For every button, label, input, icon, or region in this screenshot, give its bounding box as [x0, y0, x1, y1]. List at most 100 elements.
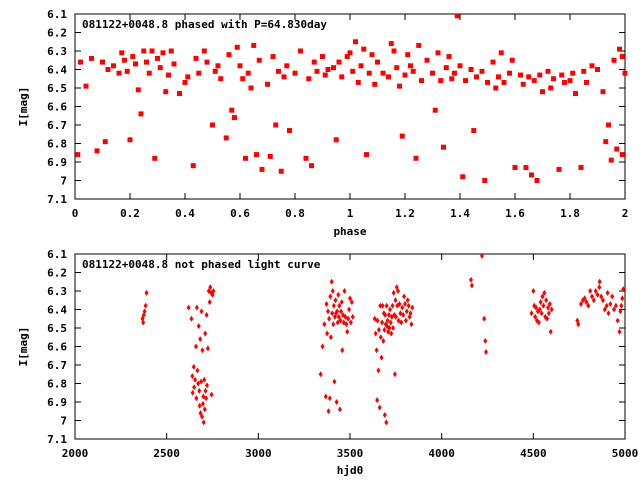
data-point	[604, 302, 609, 309]
y-tick-label: 6.8	[47, 138, 67, 151]
data-point	[141, 48, 147, 54]
data-point	[597, 284, 602, 291]
data-point	[403, 317, 408, 324]
data-point	[348, 319, 353, 326]
data-point	[327, 395, 332, 402]
data-point	[590, 293, 594, 300]
data-point	[339, 299, 344, 306]
data-point	[582, 295, 587, 302]
y-tick-label: 6.9	[47, 156, 67, 169]
data-point	[380, 302, 385, 309]
data-point	[116, 70, 122, 76]
data-point	[376, 326, 381, 333]
data-point	[576, 321, 581, 328]
data-point	[391, 289, 396, 296]
data-point	[380, 70, 386, 76]
data-point	[190, 389, 195, 396]
data-point	[605, 289, 610, 296]
data-points	[140, 252, 626, 426]
data-point	[562, 79, 567, 85]
data-point	[484, 349, 489, 356]
data-point	[89, 55, 94, 61]
data-point	[391, 325, 396, 331]
data-point	[373, 330, 378, 337]
data-point	[194, 343, 198, 350]
data-point	[509, 57, 515, 63]
data-point	[331, 321, 336, 328]
x-tick-label: 2000	[62, 447, 89, 460]
data-point	[303, 155, 309, 161]
data-point	[256, 57, 262, 63]
data-point	[397, 300, 402, 307]
data-point	[545, 68, 551, 74]
data-point	[545, 315, 550, 322]
data-point	[355, 79, 361, 85]
data-point	[375, 397, 380, 404]
data-point	[419, 78, 424, 84]
data-point	[337, 406, 342, 413]
data-point	[382, 411, 387, 418]
data-point	[405, 52, 411, 58]
data-point	[612, 306, 616, 313]
data-point	[396, 288, 401, 294]
data-point	[309, 163, 314, 169]
data-point	[201, 419, 206, 426]
data-point	[111, 63, 116, 69]
data-point	[523, 165, 529, 171]
y-tick-label: 6.6	[47, 101, 67, 114]
data-point	[334, 399, 339, 405]
x-tick-label: 2500	[153, 447, 180, 460]
data-point	[338, 317, 343, 324]
y-axis-label: I[mag]	[17, 327, 30, 367]
data-point	[337, 302, 342, 309]
data-point	[589, 63, 595, 69]
data-point	[435, 50, 441, 56]
data-point	[347, 306, 352, 313]
data-point	[593, 288, 598, 294]
data-point	[375, 317, 380, 324]
data-point	[620, 295, 625, 302]
data-point	[463, 78, 468, 84]
data-point	[326, 308, 330, 315]
data-point	[127, 137, 133, 143]
data-point	[254, 152, 259, 158]
data-point	[392, 371, 397, 378]
data-point	[83, 83, 89, 89]
data-point	[413, 155, 419, 161]
data-point	[485, 79, 490, 85]
data-point	[619, 152, 625, 158]
x-tick-label: 0.8	[285, 207, 305, 220]
data-point	[430, 70, 435, 76]
data-point	[403, 300, 407, 307]
data-point	[599, 293, 604, 300]
data-point	[204, 395, 209, 402]
data-point	[124, 68, 130, 74]
data-point	[410, 68, 416, 74]
data-point	[232, 115, 237, 121]
data-point	[438, 78, 444, 84]
data-point	[197, 402, 202, 409]
data-point	[581, 68, 587, 74]
data-point	[540, 89, 545, 95]
data-point	[177, 91, 182, 97]
data-point	[441, 144, 446, 150]
data-point	[281, 74, 287, 80]
data-point	[199, 378, 204, 385]
data-point	[400, 304, 405, 311]
data-point	[401, 312, 406, 319]
data-point	[340, 347, 345, 354]
data-point	[346, 315, 351, 322]
data-point	[205, 382, 209, 389]
chart-title: 081122+0048.8 not phased light curve	[82, 258, 321, 271]
data-point	[204, 59, 210, 65]
data-point	[432, 107, 438, 113]
data-point	[336, 291, 341, 298]
data-point	[339, 308, 344, 315]
data-point	[529, 310, 534, 317]
y-tick-label: 6.2	[47, 267, 67, 280]
data-point	[374, 347, 379, 354]
y-tick-label: 6.3	[47, 45, 67, 58]
data-point	[100, 59, 105, 65]
data-point	[185, 74, 191, 80]
data-point	[194, 304, 199, 311]
